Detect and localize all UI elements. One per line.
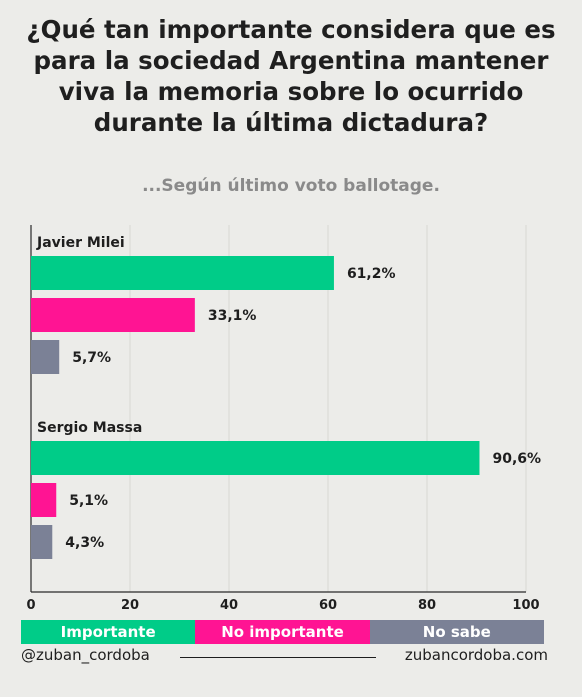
bar: [31, 441, 480, 475]
x-tick-label: 80: [418, 598, 436, 613]
legend: Importante No importante No sabe: [21, 620, 544, 644]
footer-website: zubancordoba.com: [404, 646, 548, 664]
data-label: 90,6%: [492, 451, 541, 467]
title-line: durante la última dictadura?: [93, 108, 489, 137]
group-label: Sergio Massa: [37, 420, 142, 436]
bar: [31, 340, 60, 374]
data-label: 5,7%: [72, 350, 111, 366]
title-line: para la sociedad Argentina mantener: [33, 46, 549, 75]
title-line: ¿Qué tan importante considera que es: [26, 15, 556, 44]
bar: [31, 298, 195, 332]
bar: [31, 256, 334, 290]
legend-item-importante: Importante: [21, 620, 196, 644]
x-tick-label: 0: [26, 598, 35, 613]
bar-chart: 0 20 40 60 80 100 Javier Milei 61,2% 33,1% 5,7% Se…: [26, 225, 541, 613]
x-tick-label: 60: [319, 598, 337, 613]
title-line: viva la memoria sobre lo ocurrido: [58, 77, 524, 106]
x-tick-label: 100: [512, 598, 539, 613]
chart-subtitle: ...Según último voto ballotage.: [142, 176, 440, 196]
legend-item-no-sabe: No sabe: [369, 620, 544, 644]
bar: [31, 525, 53, 559]
data-label: 5,1%: [69, 493, 108, 509]
data-label: 61,2%: [347, 266, 396, 282]
data-label: 4,3%: [65, 535, 104, 551]
x-tick-label: 20: [121, 598, 139, 613]
bar: [31, 483, 57, 517]
group-label: Javier Milei: [36, 235, 125, 251]
chart-title: ¿Qué tan importante considera que es par…: [0, 14, 582, 138]
x-tick-label: 40: [220, 598, 238, 613]
data-label: 33,1%: [208, 308, 257, 324]
footer-handle: @zuban_cordoba: [21, 646, 150, 664]
footer-divider: [180, 657, 376, 658]
legend-item-no-importante: No importante: [195, 620, 370, 644]
